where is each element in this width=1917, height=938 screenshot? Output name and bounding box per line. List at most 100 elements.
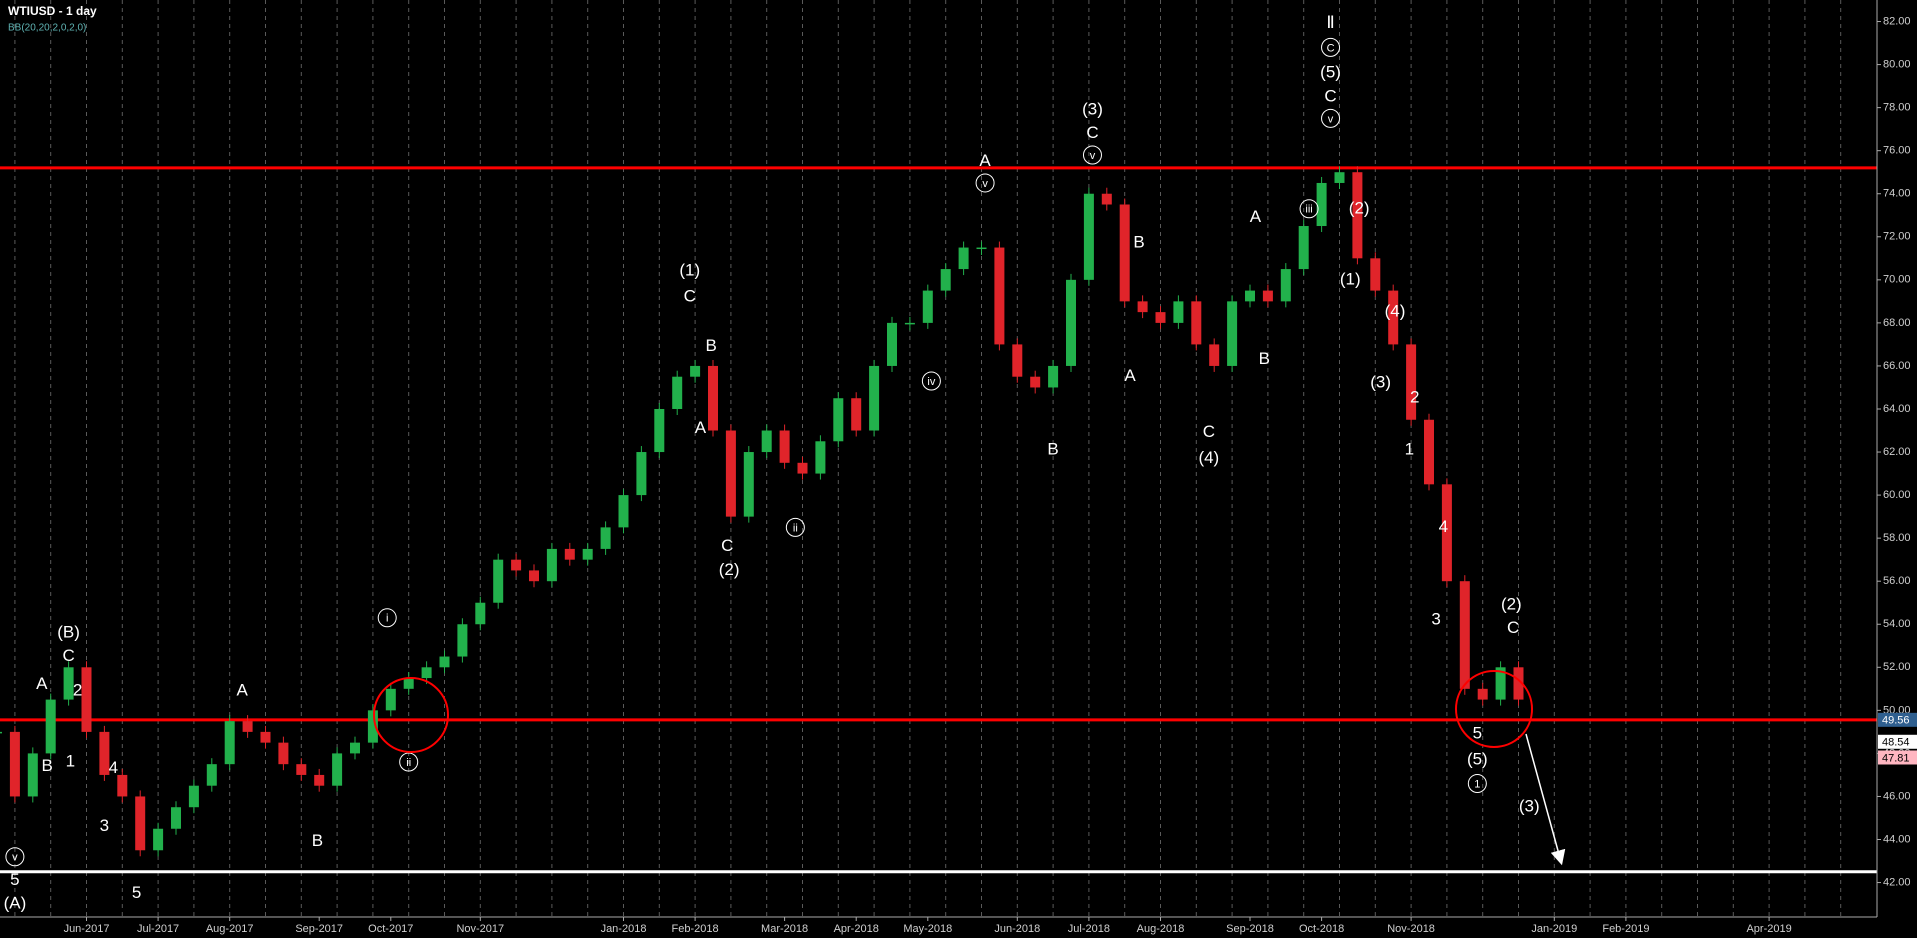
x-tick-label: Jan-2018 — [601, 923, 647, 935]
wave-label: 5 — [10, 870, 19, 889]
x-tick-label: Aug-2018 — [1137, 923, 1185, 935]
candle — [385, 688, 396, 711]
price-tag-label: 47.81 — [1882, 752, 1910, 764]
candle — [9, 731, 20, 797]
x-tick-label: Feb-2019 — [1602, 923, 1649, 935]
candle — [904, 322, 915, 325]
candle — [99, 731, 110, 775]
candle — [1495, 667, 1506, 700]
y-tick-label: 72.00 — [1883, 231, 1911, 243]
y-tick-label: 60.00 — [1883, 489, 1911, 501]
wave-label: 4 — [109, 758, 118, 777]
y-tick-label: 64.00 — [1883, 403, 1911, 415]
candle — [63, 667, 74, 700]
wave-label: C — [721, 536, 733, 555]
x-tick-label: Sep-2018 — [1226, 923, 1274, 935]
wave-label: B — [1259, 349, 1270, 368]
candle — [1191, 301, 1202, 345]
candle — [188, 785, 199, 808]
y-tick-label: 66.00 — [1883, 360, 1911, 372]
x-tick-label: Nov-2017 — [456, 923, 504, 935]
wave-label-circle — [5, 847, 25, 867]
candle — [475, 602, 486, 625]
wave-label: v — [982, 178, 988, 190]
candle — [654, 408, 665, 453]
candle — [564, 548, 575, 560]
candle — [672, 376, 683, 409]
wave-label: C — [1086, 123, 1098, 142]
x-tick-label: Apr-2019 — [1746, 923, 1791, 935]
x-tick-label: Jun-2018 — [994, 923, 1040, 935]
candle — [1155, 312, 1166, 323]
x-tick-label: Oct-2017 — [368, 923, 413, 935]
candle — [582, 548, 593, 560]
wave-label-circle — [975, 173, 995, 193]
y-tick-label: 70.00 — [1883, 274, 1911, 286]
price-tag — [1878, 712, 1917, 727]
wave-label: 1 — [66, 751, 75, 770]
x-tick-label: Jul-2017 — [137, 923, 179, 935]
candle — [546, 548, 557, 582]
candle — [725, 430, 736, 517]
x-tick-label: Aug-2017 — [206, 923, 254, 935]
wave-label: A — [1124, 366, 1136, 385]
candle — [1477, 688, 1488, 700]
candle — [314, 774, 325, 786]
chart-title: WTIUSD - 1 day — [8, 4, 97, 18]
projection-arrow — [1525, 733, 1566, 866]
wave-label: B — [312, 831, 323, 850]
candle — [779, 430, 790, 463]
candle — [636, 452, 647, 496]
y-tick-label: 46.00 — [1883, 790, 1911, 802]
candle — [851, 398, 862, 431]
candle — [940, 269, 951, 291]
candle — [1048, 365, 1059, 388]
wave-label-circle — [785, 517, 805, 537]
wave-label: C — [1507, 618, 1519, 637]
wave-label: ii — [406, 757, 411, 769]
candle — [1316, 182, 1327, 227]
candle — [421, 667, 432, 679]
wave-label: 3 — [100, 816, 109, 835]
wave-label: (1) — [679, 261, 700, 280]
candle — [708, 365, 718, 431]
wave-label: C — [684, 287, 696, 306]
candle — [1298, 226, 1309, 270]
candle — [1066, 279, 1076, 366]
wave-label: (2) — [719, 560, 740, 579]
candle — [743, 452, 754, 517]
wave-label: (4) — [1198, 448, 1219, 467]
candle — [1083, 193, 1094, 280]
y-tick-label: 78.00 — [1883, 102, 1911, 114]
x-tick-label: Jul-2018 — [1068, 923, 1110, 935]
wave-label: (5) — [1320, 63, 1341, 82]
y-tick-label: 68.00 — [1883, 317, 1911, 329]
wave-label: (4) — [1385, 302, 1406, 321]
wave-label-circle — [921, 371, 941, 391]
candle — [117, 774, 128, 797]
wave-label-circle — [1321, 37, 1341, 57]
candle — [206, 764, 217, 786]
candle — [403, 678, 414, 689]
candle — [1137, 301, 1148, 313]
wave-label: iv — [927, 376, 935, 388]
candle — [1459, 581, 1470, 689]
wave-label-circle — [1321, 108, 1341, 128]
wave-label: B — [1133, 233, 1144, 252]
wave-label: 2 — [73, 680, 82, 699]
wave-label: iii — [1305, 204, 1312, 216]
y-tick-label: 42.00 — [1883, 876, 1911, 888]
wave-label: (3) — [1082, 99, 1103, 118]
price-tag — [1878, 750, 1917, 765]
candle — [1352, 172, 1363, 259]
candle — [1280, 269, 1291, 302]
wave-label: A — [1250, 207, 1262, 226]
candle — [1101, 193, 1112, 205]
highlight-circle — [1455, 670, 1533, 748]
candle — [27, 753, 38, 797]
candle — [1424, 419, 1434, 485]
candle — [1012, 344, 1023, 377]
candle — [1370, 258, 1381, 291]
candle — [224, 721, 235, 765]
